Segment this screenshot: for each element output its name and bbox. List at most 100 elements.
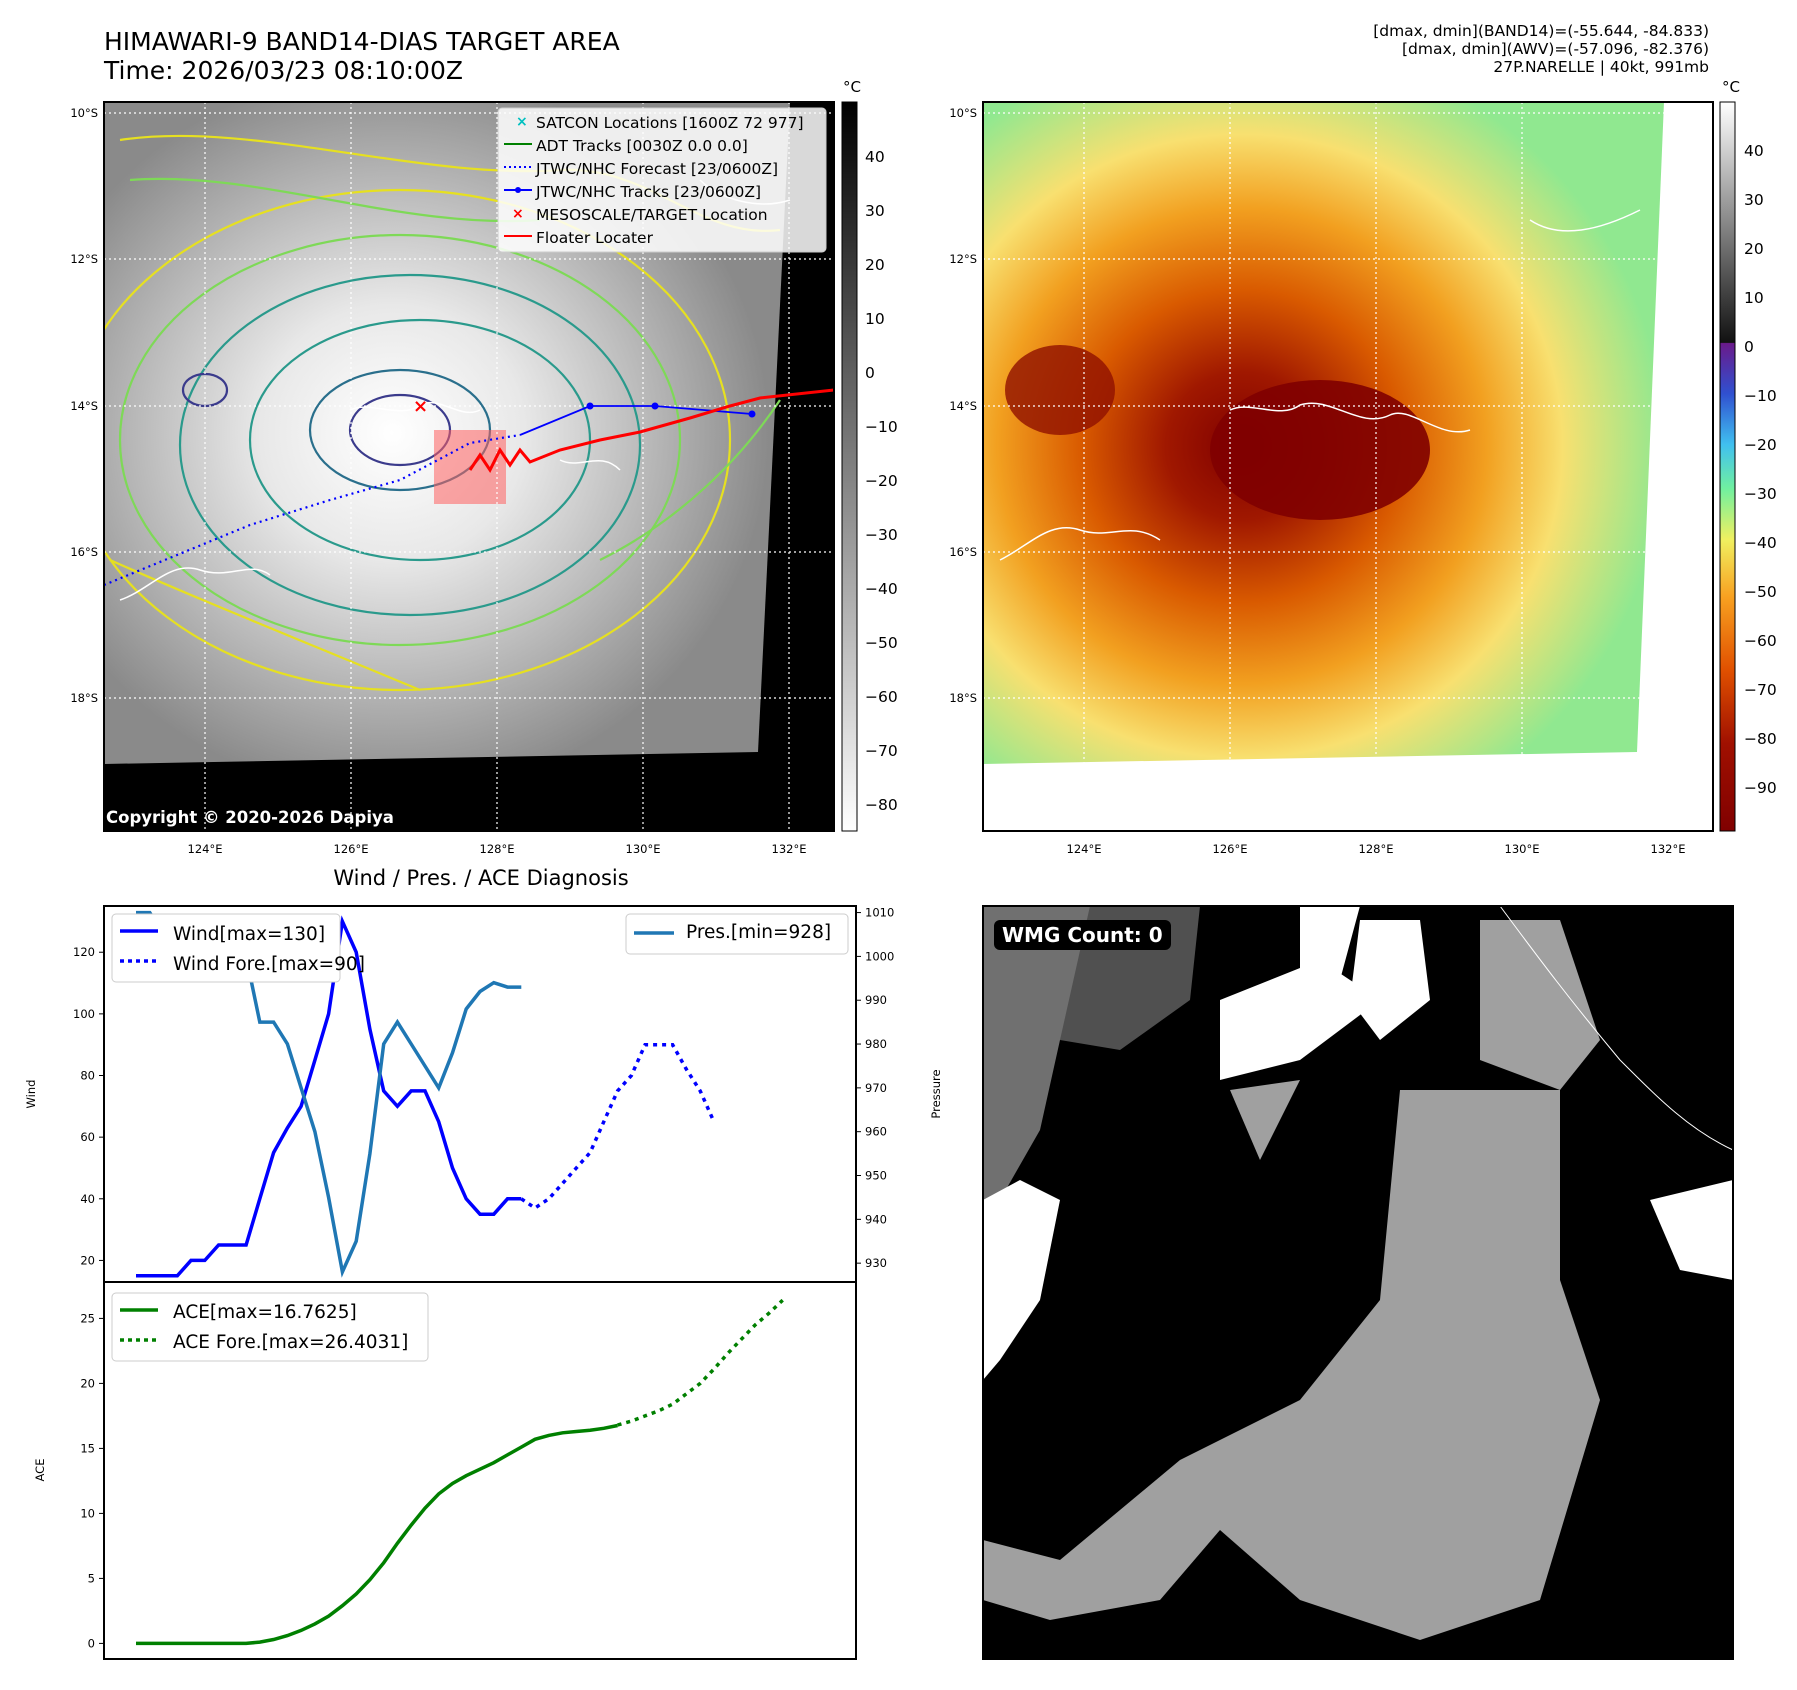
title-line-1: HIMAWARI-9 BAND14-DIAS TARGET AREA — [104, 27, 620, 56]
wmg-frame — [982, 905, 1734, 1660]
pressure-tick-label: 1010 — [865, 906, 894, 920]
cb-tick: −50 — [1744, 583, 1777, 601]
colorbar-color-ticks: 40 30 20 10 0 −10 −20 −30 −40 −50 −60 −7… — [1744, 142, 1777, 797]
wind-tick-label: 20 — [80, 1253, 95, 1267]
legend-ace-forecast: ACE Fore.[max=26.4031] — [173, 1332, 409, 1353]
cb-tick: 40 — [1744, 142, 1764, 160]
map1-frame — [103, 101, 835, 832]
wind-tick-label: 60 — [80, 1130, 95, 1144]
map2-lon-labels: 124°E 126°E 128°E 130°E 132°E — [1067, 842, 1686, 856]
cb-tick: −20 — [865, 472, 898, 490]
ace-axis-label: ACE — [33, 1459, 47, 1482]
pressure-axis-label: Pressure — [929, 1069, 943, 1118]
lon-label: 130°E — [1505, 842, 1540, 856]
colorbar-color — [1719, 101, 1736, 832]
lat-label: 10°S — [70, 106, 98, 120]
legend-wind-forecast: Wind Fore.[max=90] — [173, 954, 365, 975]
wind-tick-label: 80 — [80, 1069, 95, 1083]
target-box — [434, 430, 506, 504]
cb-tick: −20 — [1744, 436, 1777, 454]
lat-label: 12°S — [949, 252, 977, 266]
wmg-panel — [983, 905, 1734, 1659]
cb-tick: −70 — [865, 742, 898, 760]
colorbar-gray — [841, 101, 858, 832]
legend-wind: Wind[max=130] — [173, 924, 326, 945]
wmg-count-badge: WMG Count: 0 — [994, 920, 1171, 950]
pressure-tick-label: 990 — [865, 993, 887, 1007]
cb-tick: 0 — [1744, 338, 1754, 356]
map-legend-labels: SATCON Locations [1600Z 72 977] ADT Trac… — [536, 112, 804, 250]
ace-tick-label: 0 — [88, 1636, 95, 1650]
pressure-tick-label: 980 — [865, 1037, 887, 1051]
ace-tick-label: 25 — [80, 1311, 95, 1325]
ace-legend — [111, 1292, 429, 1362]
pressure-tick-label: 930 — [865, 1256, 887, 1270]
wind-pressure-chart: 20 40 60 80 100 120 930 940 950 960 970 980 990 1000 1… — [73, 905, 894, 1283]
cb-tick: 10 — [865, 310, 885, 328]
ace-tick-label: 20 — [80, 1376, 95, 1390]
pressure-legend — [625, 913, 849, 955]
jtwc-best-track — [519, 405, 753, 436]
lat-label: 18°S — [70, 691, 98, 705]
cb-tick: −10 — [1744, 387, 1777, 405]
lat-label: 14°S — [70, 399, 98, 413]
colorbar-gray-unit: °C — [843, 78, 861, 96]
cb-tick: −80 — [1744, 730, 1777, 748]
mesoscale-target-marker: × — [413, 396, 428, 417]
svg-text:×: × — [512, 206, 524, 222]
pressure-tick-label: 970 — [865, 1081, 887, 1095]
wind-tick-label: 100 — [73, 1007, 95, 1021]
pressure-tick-label: 1000 — [865, 949, 894, 963]
ace-legend-labels: ACE[max=16.7625] ACE Fore.[max=26.4031] — [173, 1298, 408, 1358]
lat-label: 16°S — [949, 545, 977, 559]
pressure-tick-label: 950 — [865, 1169, 887, 1183]
lon-label: 126°E — [1213, 842, 1248, 856]
series-ace-max- — [136, 1423, 618, 1646]
cb-tick: −60 — [865, 688, 898, 706]
cb-tick: −80 — [865, 796, 898, 814]
cb-tick: −40 — [1744, 534, 1777, 552]
cb-tick: 10 — [1744, 289, 1764, 307]
wind-axis-label: Wind — [24, 1080, 38, 1109]
ace-tick-label: 15 — [80, 1441, 95, 1455]
ace-tick-label: 10 — [80, 1506, 95, 1520]
series-wind-max- — [136, 915, 522, 1278]
cb-tick: 30 — [865, 202, 885, 220]
cb-tick: −30 — [865, 526, 898, 544]
map2-lat-labels: 10°S 12°S 14°S 16°S 18°S — [949, 106, 977, 705]
wind-legend — [111, 913, 341, 983]
pressure-tick-label: 960 — [865, 1125, 887, 1139]
series-ace-fore-max- — [617, 1298, 784, 1427]
lat-label: 18°S — [949, 691, 977, 705]
figure-title: HIMAWARI-9 BAND14-DIAS TARGET AREA Time:… — [104, 27, 620, 85]
stats-line-2: [dmax, dmin](AWV)=(-57.096, -82.376) — [1402, 40, 1709, 58]
diagnosis-title: Wind / Pres. / ACE Diagnosis — [333, 866, 628, 890]
wind-tick-label: 120 — [73, 945, 95, 959]
stats-line-1: [dmax, dmin](BAND14)=(-55.644, -84.833) — [1373, 22, 1709, 40]
wind-legend-labels: Wind[max=130] Wind Fore.[max=90] — [173, 920, 365, 980]
lon-label: 128°E — [1359, 842, 1394, 856]
ir-map-color — [983, 102, 1713, 831]
lat-label: 10°S — [949, 106, 977, 120]
cb-tick: −70 — [1744, 681, 1777, 699]
cb-tick: 20 — [865, 256, 885, 274]
legend-pressure: Pres.[min=928] — [686, 922, 832, 943]
lon-label: 130°E — [626, 842, 661, 856]
lat-label: 14°S — [949, 399, 977, 413]
stats-block: [dmax, dmin](BAND14)=(-55.644, -84.833) … — [1109, 22, 1709, 76]
cb-tick: 20 — [1744, 240, 1764, 258]
lon-label: 124°E — [188, 842, 223, 856]
cb-tick: 30 — [1744, 191, 1764, 209]
lat-label: 16°S — [70, 545, 98, 559]
colorbar-gray-ticks: 40 30 20 10 0 −10 −20 −30 −40 −50 −60 −7… — [865, 148, 898, 814]
legend-satcon: SATCON Locations [1600Z 72 977] — [536, 114, 804, 132]
cb-tick: −50 — [865, 634, 898, 652]
pressure-tick-label: 940 — [865, 1212, 887, 1226]
lon-label: 126°E — [334, 842, 369, 856]
lon-label: 128°E — [480, 842, 515, 856]
lat-label: 12°S — [70, 252, 98, 266]
map-legend: × × — [497, 107, 827, 253]
lon-label: 132°E — [1651, 842, 1686, 856]
ace-tick-label: 5 — [88, 1571, 95, 1585]
jtwc-track-points — [586, 402, 756, 418]
